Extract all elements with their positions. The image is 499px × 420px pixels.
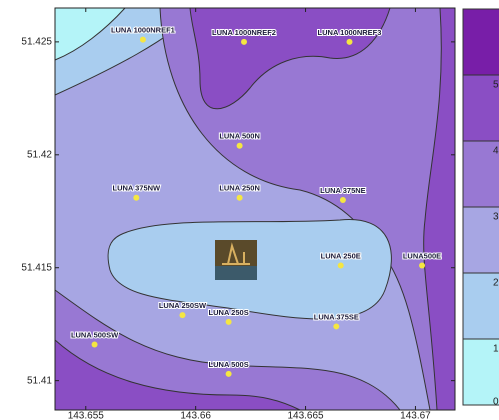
point-label: LUNA 375SE bbox=[314, 312, 359, 321]
colorbar-label: 2 bbox=[493, 278, 499, 289]
colorbar-band bbox=[462, 8, 499, 76]
colorbar-label: 0 bbox=[493, 397, 499, 408]
y-tick-label: 51.425 bbox=[21, 37, 52, 48]
x-tick-label: 143.665 bbox=[287, 411, 324, 420]
well-point bbox=[337, 262, 344, 269]
point-label: LUNA 500N bbox=[219, 132, 260, 141]
point-label: LUNA 250N bbox=[219, 184, 260, 193]
contour-region bbox=[54, 7, 127, 61]
point-label: LUNA500E bbox=[403, 251, 441, 260]
y-tick-label: 51.415 bbox=[21, 262, 52, 273]
colorbar-band bbox=[462, 272, 499, 340]
well-point bbox=[419, 262, 426, 269]
well-point bbox=[225, 370, 232, 377]
contour-region bbox=[189, 7, 391, 110]
well-point bbox=[333, 323, 340, 330]
point-label: LUNA 375NW bbox=[112, 184, 161, 193]
colorbar-label: 3 bbox=[493, 212, 499, 223]
well-point bbox=[339, 196, 346, 203]
colorbar-label: 1 bbox=[493, 344, 499, 355]
point-label: LUNA 250SW bbox=[159, 301, 207, 310]
well-point bbox=[179, 312, 186, 319]
x-tick-label: 143.655 bbox=[68, 411, 105, 420]
point-label: LUNA 500S bbox=[209, 360, 249, 369]
well-point bbox=[225, 318, 232, 325]
y-tick-label: 51.41 bbox=[27, 375, 52, 386]
point-label: LUNA 500SW bbox=[71, 330, 119, 339]
well-point bbox=[91, 341, 98, 348]
well-point bbox=[236, 142, 243, 149]
y-tick-label: 51.42 bbox=[27, 149, 52, 160]
plot-frame bbox=[54, 7, 456, 411]
well-point bbox=[236, 194, 243, 201]
colorbar-label: 5 bbox=[493, 80, 499, 91]
colorbar-band bbox=[462, 206, 499, 274]
colorbar: 0 1 2 3 4 5 bbox=[462, 8, 499, 408]
point-label: LUNA 1000NREF1 bbox=[111, 26, 175, 35]
x-tick-label: 143.66 bbox=[180, 411, 211, 420]
point-label: LUNA 375NE bbox=[320, 186, 366, 195]
well-point bbox=[346, 38, 353, 45]
x-tick-label: 143.67 bbox=[400, 411, 431, 420]
point-label: LUNA 250S bbox=[209, 308, 249, 317]
well-point bbox=[139, 36, 146, 43]
colorbar-label: 4 bbox=[493, 146, 499, 157]
point-label: LUNA 1000NREF3 bbox=[318, 28, 382, 37]
contour-region bbox=[54, 338, 301, 411]
well-point bbox=[133, 194, 140, 201]
contour-region bbox=[159, 7, 456, 411]
contour-region bbox=[54, 289, 402, 411]
platform-icon bbox=[215, 240, 257, 280]
point-label: LUNA 1000NREF2 bbox=[212, 28, 276, 37]
well-point bbox=[241, 38, 248, 45]
contour-region bbox=[423, 7, 456, 411]
point-label: LUNA 250E bbox=[321, 251, 361, 260]
contour-map bbox=[54, 7, 456, 411]
